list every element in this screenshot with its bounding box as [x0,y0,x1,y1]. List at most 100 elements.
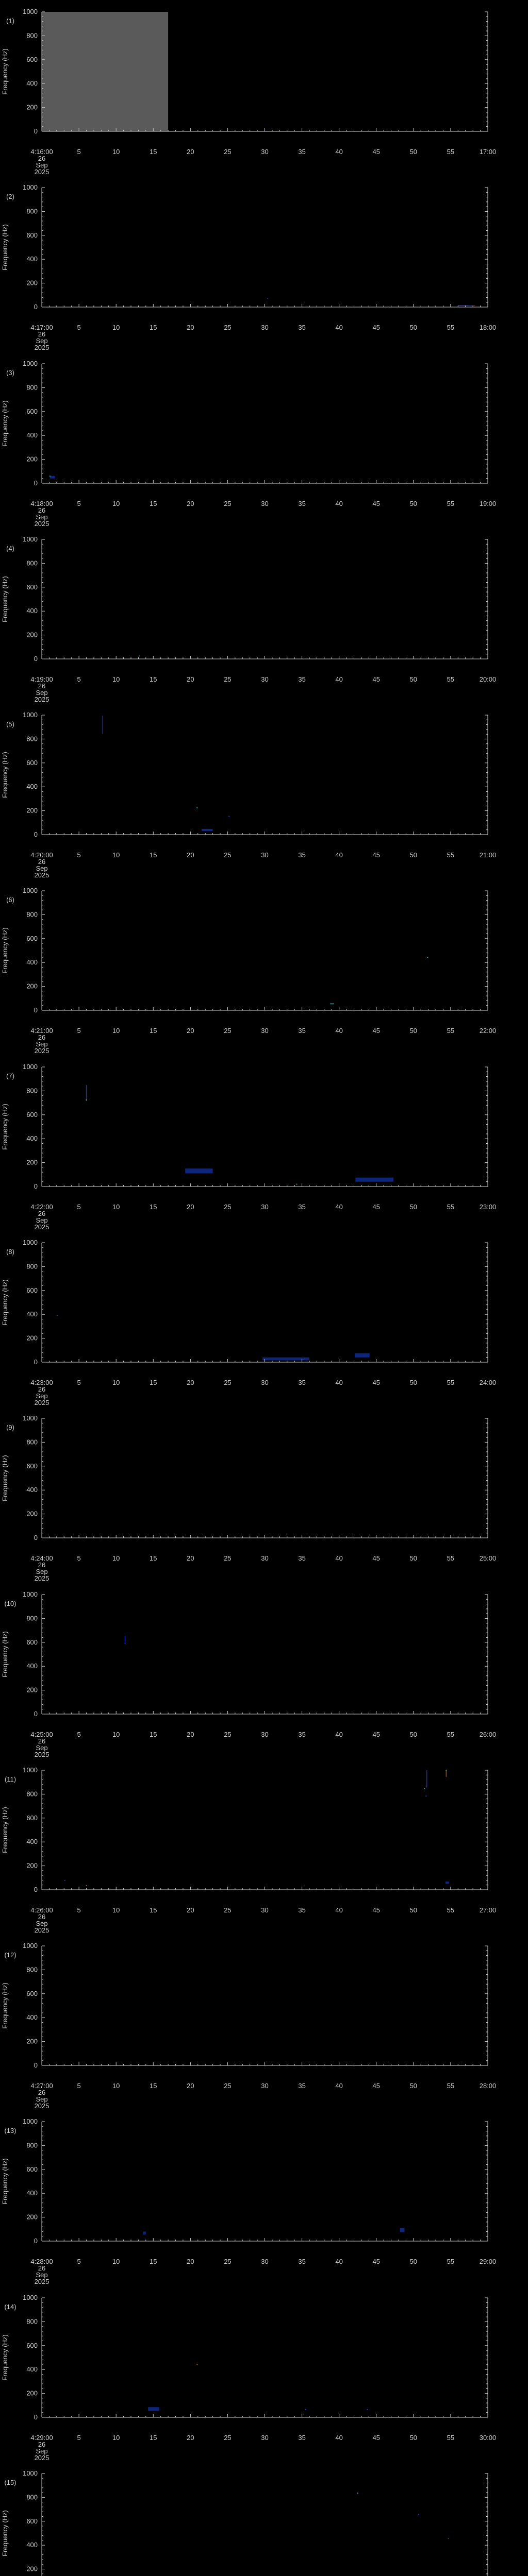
svg-text:(6): (6) [6,896,14,904]
svg-text:5: 5 [77,2258,80,2265]
svg-text:2025: 2025 [35,520,50,528]
svg-text:(1): (1) [6,17,14,25]
svg-text:600: 600 [26,1990,38,1997]
svg-text:22:00: 22:00 [480,1027,497,1035]
svg-text:1000: 1000 [23,8,38,15]
svg-text:800: 800 [26,1438,38,1446]
svg-text:0: 0 [34,1886,38,1893]
svg-text:0: 0 [34,303,38,311]
svg-text:35: 35 [298,2082,305,2090]
svg-text:2025: 2025 [35,1047,50,1055]
svg-text:0: 0 [34,2413,38,2421]
svg-text:400: 400 [26,1486,38,1494]
svg-text:50: 50 [410,675,417,683]
svg-text:10: 10 [112,2434,120,2442]
svg-text:30: 30 [261,1379,268,1386]
svg-text:15: 15 [150,1203,157,1211]
svg-text:30: 30 [261,2258,268,2265]
svg-text:200: 200 [26,1686,38,1693]
svg-text:30: 30 [261,1027,268,1035]
svg-text:(13): (13) [4,2127,16,2134]
svg-text:15: 15 [150,851,157,859]
svg-text:1000: 1000 [23,2294,38,2301]
svg-text:35: 35 [298,500,305,507]
svg-text:25: 25 [224,1203,231,1211]
svg-text:45: 45 [373,1203,380,1211]
svg-text:5: 5 [77,675,80,683]
svg-text:55: 55 [447,675,454,683]
svg-text:0: 0 [34,127,38,135]
svg-text:20: 20 [187,1203,194,1211]
svg-text:400: 400 [26,431,38,439]
svg-text:30: 30 [261,675,268,683]
svg-text:2025: 2025 [35,2278,50,2285]
svg-text:25: 25 [224,2082,231,2090]
svg-text:20: 20 [187,2082,194,2090]
svg-text:600: 600 [26,2165,38,2173]
svg-text:55: 55 [447,500,454,507]
svg-text:25: 25 [224,148,231,156]
svg-text:50: 50 [410,851,417,859]
svg-text:2025: 2025 [35,871,50,879]
svg-text:50: 50 [410,500,417,507]
svg-text:0: 0 [34,1710,38,1718]
svg-text:35: 35 [298,1203,305,1211]
svg-text:26:00: 26:00 [480,1731,497,1738]
svg-text:(9): (9) [6,1423,14,1431]
svg-text:Frequency (Hz): Frequency (Hz) [1,48,9,94]
svg-text:800: 800 [26,1965,38,1973]
svg-text:200: 200 [26,2565,38,2573]
svg-text:15: 15 [150,2258,157,2265]
svg-text:200: 200 [26,279,38,287]
svg-text:200: 200 [26,2213,38,2221]
svg-text:29:00: 29:00 [480,2258,497,2265]
svg-text:1000: 1000 [23,1239,38,1246]
svg-text:55: 55 [447,2082,454,2090]
svg-text:55: 55 [447,324,454,331]
svg-text:2025: 2025 [35,1926,50,1934]
svg-text:Frequency (Hz): Frequency (Hz) [1,1104,9,1149]
svg-text:10: 10 [112,1203,120,1211]
svg-text:40: 40 [335,1906,342,1914]
svg-text:24:00: 24:00 [480,1379,497,1386]
svg-text:40: 40 [335,148,342,156]
svg-text:0: 0 [34,1182,38,1190]
svg-text:40: 40 [335,851,342,859]
svg-text:15: 15 [150,500,157,507]
svg-text:25: 25 [224,1906,231,1914]
svg-text:600: 600 [26,1286,38,1294]
svg-text:30: 30 [261,500,268,507]
svg-text:45: 45 [373,851,380,859]
svg-text:Frequency (Hz): Frequency (Hz) [1,2159,9,2205]
svg-text:400: 400 [26,2541,38,2549]
svg-text:20: 20 [187,1027,194,1035]
svg-text:600: 600 [26,56,38,63]
svg-text:20: 20 [187,500,194,507]
svg-text:45: 45 [373,675,380,683]
svg-text:1000: 1000 [23,1942,38,1950]
svg-text:1000: 1000 [23,535,38,543]
svg-text:200: 200 [26,631,38,638]
svg-text:30: 30 [261,851,268,859]
svg-text:15: 15 [150,1906,157,1914]
svg-text:(8): (8) [6,1248,14,1256]
svg-text:Frequency (Hz): Frequency (Hz) [1,576,9,622]
svg-text:800: 800 [26,559,38,567]
svg-text:25:00: 25:00 [480,1554,497,1562]
svg-text:5: 5 [77,324,80,331]
svg-text:50: 50 [410,1731,417,1738]
svg-text:17:00: 17:00 [480,148,497,156]
svg-text:20: 20 [187,1906,194,1914]
svg-text:40: 40 [335,324,342,331]
svg-text:35: 35 [298,851,305,859]
svg-text:800: 800 [26,911,38,919]
svg-text:30: 30 [261,1731,268,1738]
svg-text:600: 600 [26,935,38,942]
svg-text:25: 25 [224,1731,231,1738]
svg-text:800: 800 [26,1262,38,1270]
svg-text:800: 800 [26,383,38,391]
svg-text:5: 5 [77,1731,80,1738]
svg-text:40: 40 [335,2258,342,2265]
svg-text:2025: 2025 [35,344,50,351]
svg-text:45: 45 [373,1379,380,1386]
